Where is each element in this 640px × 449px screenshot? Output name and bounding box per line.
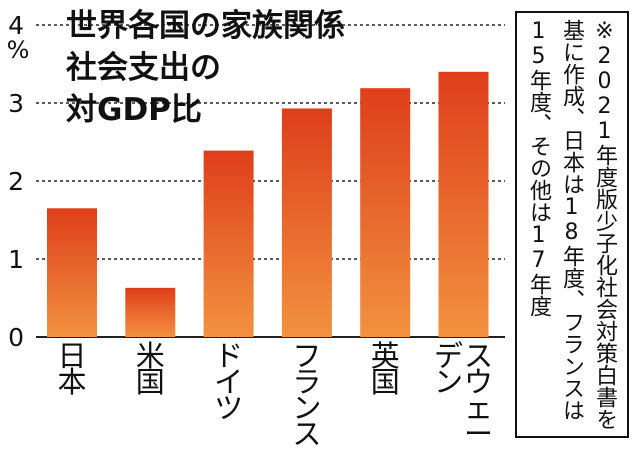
x-category-label: 日本 (57, 339, 86, 399)
chart-title-line-3: 対GDP比 (66, 92, 202, 128)
bar-1 (125, 287, 176, 337)
x-category-label: 英国 (371, 339, 400, 399)
x-category-label: ドイツ (214, 339, 243, 425)
x-category-label: 米国 (136, 339, 165, 399)
x-category-label: スウェーデン (434, 339, 493, 449)
source-note: ※2021年度版少子化社会対策白書を基に作成、日本は18年度、フランスは15年度… (526, 19, 617, 430)
chart-title-line-2: 社会支出の (66, 50, 221, 86)
y-tick-label: 2 (8, 167, 24, 196)
y-tick-label: 1 (8, 245, 24, 274)
y-tick-label: 4 (8, 11, 24, 40)
source-note-box: ※2021年度版少子化社会対策白書を基に作成、日本は18年度、フランスは15年度… (515, 11, 629, 438)
bar-3 (281, 108, 332, 338)
chart-title-line-1: 世界各国の家族関係 (66, 8, 345, 44)
bar-2 (203, 150, 254, 337)
bar-5 (438, 71, 489, 338)
bar-0 (47, 208, 97, 337)
y-axis-unit: % (4, 36, 32, 64)
y-tick-label: 0 (8, 323, 24, 352)
y-tick-label: 3 (8, 89, 24, 118)
bar-4 (360, 88, 411, 338)
x-category-label: フランス (292, 339, 321, 449)
